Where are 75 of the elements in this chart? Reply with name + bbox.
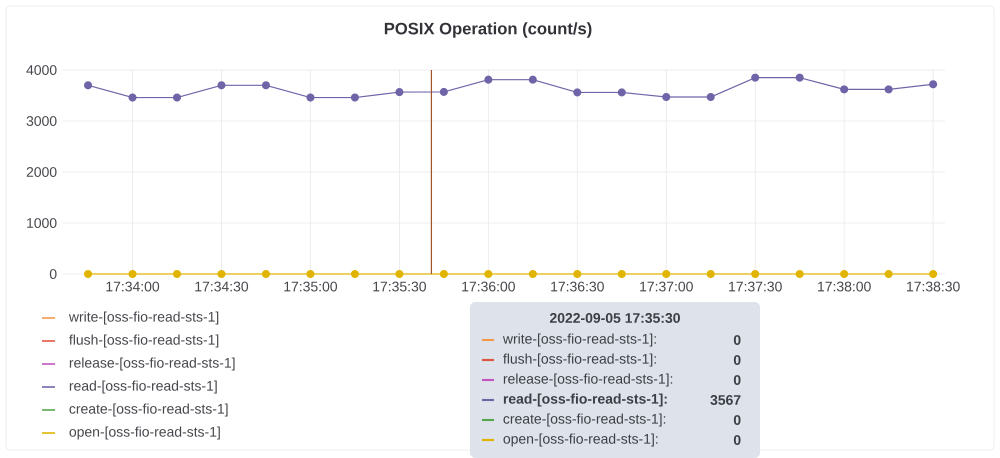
x-tick-label: 17:36:30 [551,282,604,292]
point [484,76,492,84]
chart-title: POSIX Operation (count/s) [384,22,592,38]
point [573,270,582,278]
x-tick-label: 17:34:00 [106,282,160,292]
text: read-[oss-fio-read-sts-1]: [504,394,667,406]
point [395,88,404,96]
point [84,270,92,278]
point [128,270,137,278]
point [306,270,314,278]
point [706,270,715,278]
text: release-[oss-fio-read-sts-1]: [504,374,672,386]
point [528,76,537,84]
point [929,80,938,88]
point [840,270,848,278]
y-tick-label: 2000 [26,167,57,177]
x-tick-label: 17:38:30 [907,282,960,292]
text: 0 [734,415,741,425]
x-tick-label: 17:36:00 [462,282,515,292]
point [929,270,938,278]
point [350,93,359,102]
point [573,88,582,96]
x-tick-label: 17:37:00 [640,282,693,292]
y-tick-label: 1000 [27,218,57,228]
text: create-[oss-fio-read-sts-1]: [504,414,666,426]
point [706,92,715,102]
text: 0 [734,375,741,385]
point [217,270,226,278]
text: 3567 [710,395,740,405]
text: 2022-09-05 17:35:30 [550,313,680,323]
x-tick-label: 17:34:30 [195,282,248,292]
point [840,85,848,94]
point [751,74,760,82]
legend-label: write-[oss-fio-read-sts-1] [68,312,218,324]
point [395,270,404,278]
point [84,81,92,90]
point [528,270,537,278]
point [262,81,270,90]
point [884,270,893,278]
point [440,270,448,278]
point [440,88,448,96]
point [796,74,804,82]
point [662,270,670,278]
point [350,270,359,278]
point [306,93,314,102]
legend-label: release-[oss-fio-read-sts-1] [70,358,235,370]
point [128,93,137,102]
point [662,92,670,102]
x-tick-label: 17:38:00 [818,282,871,292]
point [796,270,804,278]
point [172,93,182,102]
point [751,270,760,278]
point [262,270,270,278]
point [884,85,893,94]
legend-label: create-[oss-fio-read-sts-1] [70,404,228,416]
text: open-[oss-fio-read-sts-1]: [504,434,658,446]
x-tick-label: 17:35:00 [284,282,338,292]
legend-label: open-[oss-fio-read-sts-1] [70,426,220,440]
text: write-[oss-fio-read-sts-1]: [502,334,656,346]
x-tick-label: 17:37:30 [729,282,782,292]
point [217,81,226,90]
text: 0 [734,435,741,445]
y-tick-label: 4000 [26,65,57,75]
text: flush-[oss-fio-read-sts-1]: [503,354,656,366]
legend-label: read-[oss-fio-read-sts-1] [70,380,217,394]
legend-label: flush-[oss-fio-read-sts-1] [69,334,218,348]
point [618,270,626,278]
y-tick-label: 0 [50,269,57,279]
point [172,270,182,278]
y-tick-label: 3000 [26,116,57,126]
x-tick-label: 17:35:30 [373,282,426,292]
point [618,88,626,96]
point [484,270,492,278]
text: 0 [734,335,741,345]
text: 0 [734,355,741,365]
